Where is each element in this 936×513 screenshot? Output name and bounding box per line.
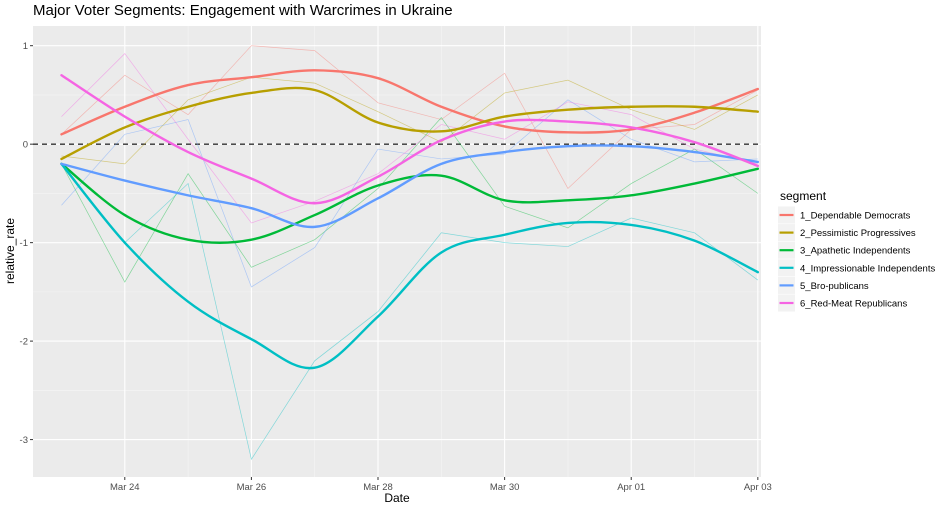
smooth-line-series-2 <box>60 86 760 161</box>
smooth-series-lines <box>60 69 760 370</box>
smooth-line-series-4 <box>60 162 760 370</box>
legend-label-4: 4_Impressionable Independents <box>800 263 935 274</box>
legend-title: segment <box>780 189 827 203</box>
y-tick-label: -1 <box>20 238 28 249</box>
x-tick-label: Apr 03 <box>744 482 772 493</box>
smooth-line-series-1 <box>60 69 760 136</box>
x-tick-label: Apr 01 <box>617 482 645 493</box>
plot-panel <box>33 26 761 477</box>
x-tick-label: Mar 30 <box>490 482 520 493</box>
y-tick-label: 0 <box>23 140 28 151</box>
x-tick-label: Mar 26 <box>237 482 267 493</box>
smooth-line-series-3 <box>60 162 760 244</box>
legend-label-3: 3_Apathetic Independents <box>800 246 911 257</box>
raw-line-series-5 <box>61 99 758 288</box>
y-axis-ticks: 1 0 -1 -2 -3 <box>20 41 33 446</box>
legend-label-1: 1_Dependable Democrats <box>800 211 911 222</box>
raw-line-series-3 <box>61 117 759 283</box>
legend-label-5: 5_Bro-publicans <box>800 281 869 292</box>
legend-label-2: 2_Pessimistic Progressives <box>800 228 916 239</box>
legend-label-6: 6_Red-Meat Republicans <box>800 299 907 310</box>
legend: 1_Dependable Democrats 2_Pessimistic Prog… <box>778 206 935 312</box>
x-tick-label: Mar 28 <box>363 482 393 493</box>
raw-line-series-6 <box>61 53 758 224</box>
x-axis-label: Date <box>384 491 410 505</box>
chart-title: Major Voter Segments: Engagement with Wa… <box>33 2 453 19</box>
x-tick-label: Mar 24 <box>110 482 140 493</box>
y-axis-label: relative_rate <box>3 218 17 284</box>
x-axis-ticks: Mar 24 Mar 26 Mar 28 Mar 30 Apr 01 Apr 03 <box>110 477 772 493</box>
smooth-line-series-5 <box>60 144 760 229</box>
y-tick-label: -2 <box>20 337 28 348</box>
smooth-line-series-6 <box>60 74 760 205</box>
y-tick-label: 1 <box>23 41 28 52</box>
y-tick-label: -3 <box>20 435 28 446</box>
